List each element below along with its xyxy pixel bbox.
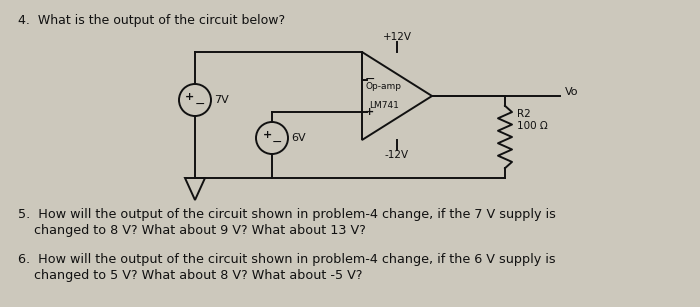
Text: 4.  What is the output of the circuit below?: 4. What is the output of the circuit bel… xyxy=(18,14,285,27)
Text: Op-amp: Op-amp xyxy=(366,82,402,91)
Text: 6.  How will the output of the circuit shown in problem-4 change, if the 6 V sup: 6. How will the output of the circuit sh… xyxy=(18,253,556,266)
Text: +: + xyxy=(186,92,195,102)
Text: changed to 8 V? What about 9 V? What about 13 V?: changed to 8 V? What about 9 V? What abo… xyxy=(18,224,366,237)
Text: Vo: Vo xyxy=(565,87,578,97)
Text: 7V: 7V xyxy=(214,95,229,105)
Text: R2: R2 xyxy=(517,109,531,119)
Text: changed to 5 V? What about 8 V? What about -5 V?: changed to 5 V? What about 8 V? What abo… xyxy=(18,269,363,282)
Text: −: − xyxy=(365,72,375,86)
Text: −: − xyxy=(195,98,205,111)
Text: 100 Ω: 100 Ω xyxy=(517,121,547,131)
Text: 6V: 6V xyxy=(291,133,306,143)
Text: +: + xyxy=(365,107,375,117)
Text: +: + xyxy=(262,130,272,140)
Text: -12V: -12V xyxy=(385,150,409,160)
Text: LM741: LM741 xyxy=(369,101,399,110)
Text: +12V: +12V xyxy=(382,32,412,42)
Text: −: − xyxy=(272,135,282,149)
Text: 5.  How will the output of the circuit shown in problem-4 change, if the 7 V sup: 5. How will the output of the circuit sh… xyxy=(18,208,556,221)
